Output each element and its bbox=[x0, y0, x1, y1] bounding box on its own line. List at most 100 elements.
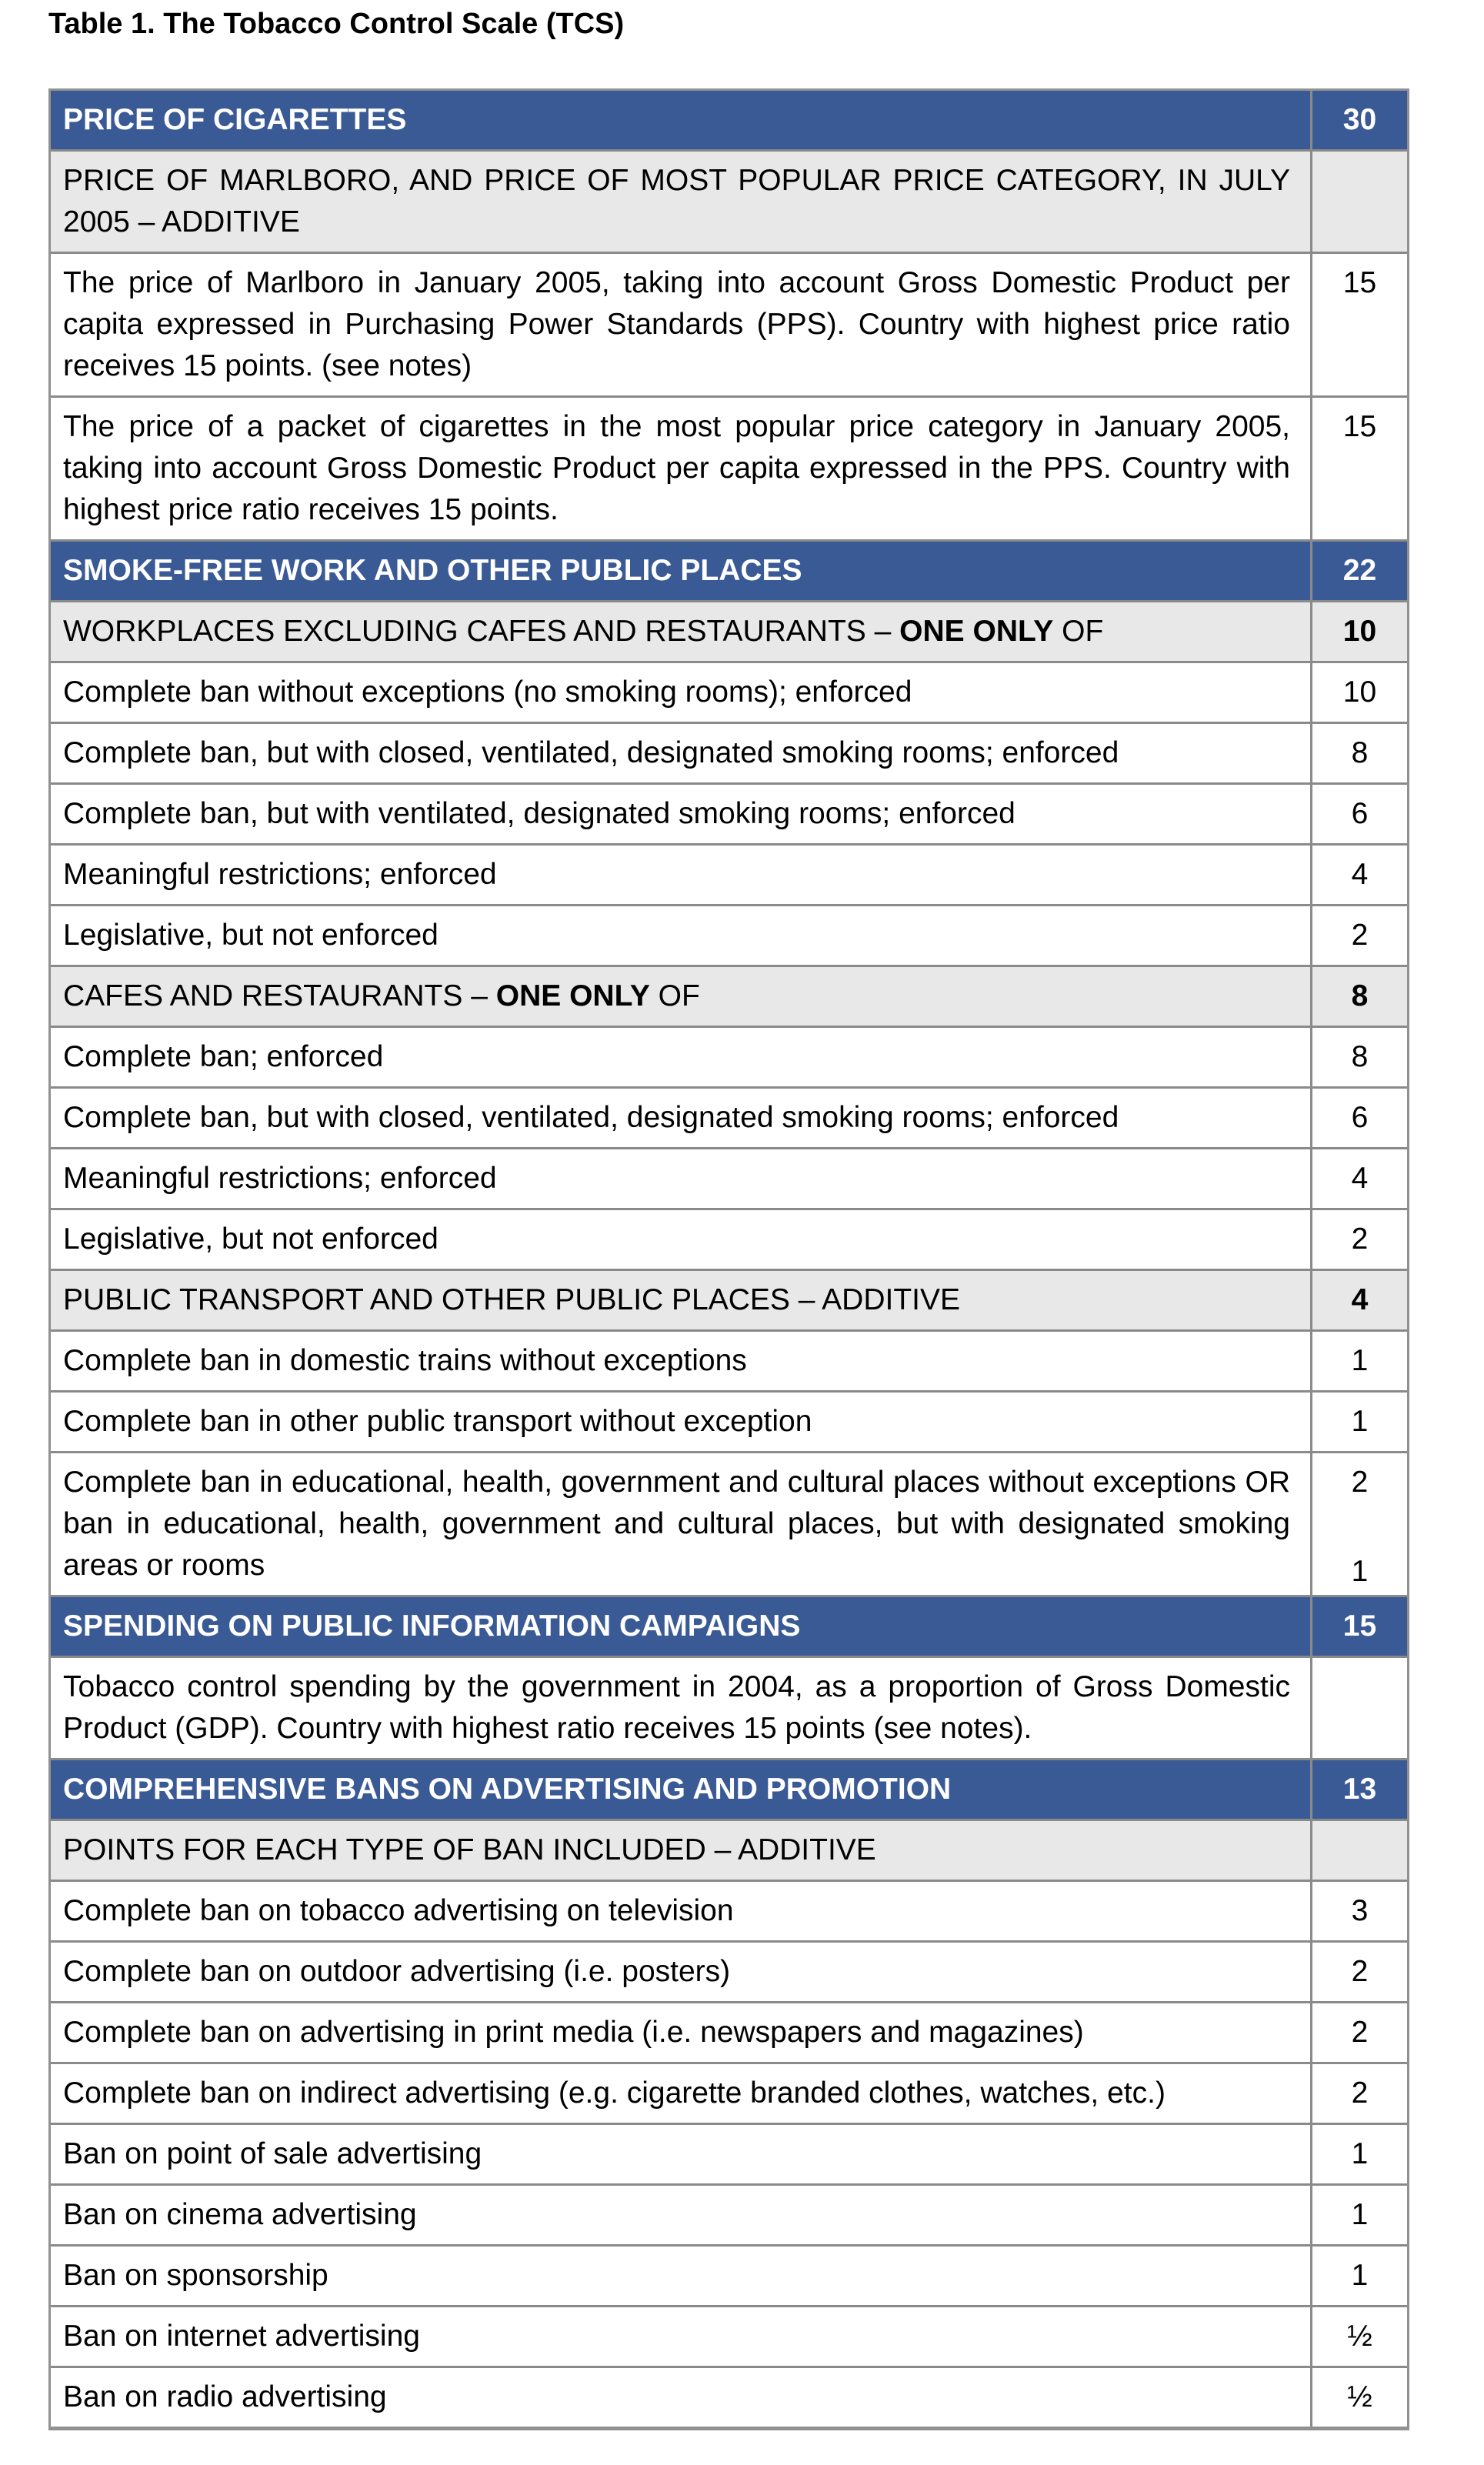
table-row: Complete ban on tobacco advertising on t… bbox=[51, 1880, 1407, 1940]
row-text: Complete ban in educational, health, gov… bbox=[51, 1453, 1310, 1595]
row-points: 30 bbox=[1310, 91, 1407, 149]
points-value: 10 bbox=[1342, 615, 1377, 648]
row-text-segment: Tobacco control spending by the governme… bbox=[63, 1670, 1290, 1745]
row-text-segment: CAFES AND RESTAURANTS – bbox=[63, 979, 496, 1012]
table-row: Tobacco control spending by the governme… bbox=[51, 1656, 1407, 1758]
table-row: WORKPLACES EXCLUDING CAFES AND RESTAURAN… bbox=[51, 600, 1407, 661]
table-row: Ban on point of sale advertising 1 bbox=[51, 2123, 1407, 2183]
row-points: 1 bbox=[1310, 2125, 1407, 2183]
points-value: ½ bbox=[1347, 2320, 1372, 2353]
row-points: 8 bbox=[1310, 724, 1407, 782]
row-text-segment: Complete ban on outdoor advertising (i.e… bbox=[63, 1955, 731, 1988]
row-text: CAFES AND RESTAURANTS – ONE ONLY OF bbox=[51, 967, 1310, 1026]
page-title: Table 1. The Tobacco Control Scale (TCS) bbox=[48, 8, 625, 40]
row-text: Complete ban on indirect advertising (e.… bbox=[51, 2064, 1310, 2123]
row-text-segment: Ban on internet advertising bbox=[63, 2320, 420, 2353]
row-text-segment: COMPREHENSIVE BANS ON ADVERTISING AND PR… bbox=[63, 1773, 952, 1806]
row-text-segment: PUBLIC TRANSPORT AND OTHER PUBLIC PLACES… bbox=[63, 1283, 961, 1316]
points-value: 15 bbox=[1342, 266, 1377, 299]
row-points: 15 bbox=[1310, 1597, 1407, 1656]
tcs-table: PRICE OF CIGARETTES 30 PRICE OF MARLBORO, … bbox=[48, 88, 1409, 2430]
row-points bbox=[1310, 1821, 1407, 1880]
row-text-segment: PRICE OF MARLBORO, AND PRICE OF MOST POP… bbox=[63, 164, 1290, 238]
row-text-segment: ONE ONLY bbox=[495, 979, 650, 1012]
row-text: SPENDING ON PUBLIC INFORMATION CAMPAIGNS bbox=[51, 1597, 1310, 1656]
row-text-segment: Complete ban, but with ventilated, desig… bbox=[63, 797, 1015, 830]
row-text: Ban on point of sale advertising bbox=[51, 2125, 1310, 2183]
table-row: Ban on cinema advertising 1 bbox=[51, 2183, 1407, 2244]
row-points: 2 bbox=[1310, 2003, 1407, 2062]
table-row: Complete ban, but with closed, ventilate… bbox=[51, 722, 1407, 782]
row-text-segment: Complete ban on tobacco advertising on t… bbox=[63, 1894, 734, 1927]
points-value: 1 bbox=[1351, 2198, 1369, 2231]
table-row: Meaningful restrictions; enforced 4 bbox=[51, 1147, 1407, 1208]
row-text: Complete ban, but with closed, ventilate… bbox=[51, 1089, 1310, 1147]
points-value: ½ bbox=[1347, 2380, 1372, 2413]
row-text: The price of Marlboro in January 2005, t… bbox=[51, 254, 1310, 395]
table-row: Complete ban, but with ventilated, desig… bbox=[51, 782, 1407, 843]
row-text: Legislative, but not enforced bbox=[51, 906, 1310, 965]
row-text: Ban on cinema advertising bbox=[51, 2186, 1310, 2244]
row-text: Meaningful restrictions; enforced bbox=[51, 1149, 1310, 1208]
row-points bbox=[1310, 152, 1407, 252]
row-text-segment: ONE ONLY bbox=[899, 615, 1054, 648]
table-row: Complete ban on outdoor advertising (i.e… bbox=[51, 1940, 1407, 2001]
row-text-segment: Ban on sponsorship bbox=[63, 2259, 328, 2292]
table-row: SPENDING ON PUBLIC INFORMATION CAMPAIGNS… bbox=[51, 1595, 1407, 1656]
row-points: 13 bbox=[1310, 1760, 1407, 1819]
points-value: 2 bbox=[1351, 1466, 1369, 1499]
row-points bbox=[1310, 1658, 1407, 1758]
row-text-segment: OF bbox=[649, 979, 700, 1012]
points-value: 13 bbox=[1342, 1773, 1377, 1806]
table-row: Complete ban; enforced 8 bbox=[51, 1026, 1407, 1086]
table-row: Ban on internet advertising ½ bbox=[51, 2305, 1407, 2366]
row-text-segment: SPENDING ON PUBLIC INFORMATION CAMPAIGNS bbox=[63, 1609, 801, 1643]
row-text: Complete ban on tobacco advertising on t… bbox=[51, 1882, 1310, 1940]
row-points: 8 bbox=[1310, 1028, 1407, 1086]
row-text: COMPREHENSIVE BANS ON ADVERTISING AND PR… bbox=[51, 1760, 1310, 1819]
row-points: 1 bbox=[1310, 1393, 1407, 1451]
table-row: Complete ban, but with closed, ventilate… bbox=[51, 1086, 1407, 1147]
table-row: The price of Marlboro in January 2005, t… bbox=[51, 252, 1407, 395]
row-points: 6 bbox=[1310, 785, 1407, 843]
row-text-segment: SMOKE-FREE WORK AND OTHER PUBLIC PLACES bbox=[63, 554, 802, 587]
row-text-segment: Complete ban on indirect advertising (e.… bbox=[63, 2076, 1166, 2110]
points-value: 2 bbox=[1351, 919, 1369, 952]
row-text-segment: OF bbox=[1053, 615, 1104, 648]
table-row: Complete ban on advertising in print med… bbox=[51, 2001, 1407, 2062]
row-points: 15 bbox=[1310, 398, 1407, 539]
points-value: 1 bbox=[1351, 1405, 1369, 1438]
row-text: PUBLIC TRANSPORT AND OTHER PUBLIC PLACES… bbox=[51, 1271, 1310, 1329]
row-points: 2 bbox=[1310, 1210, 1407, 1269]
row-text-segment: Complete ban, but with closed, ventilate… bbox=[63, 736, 1119, 769]
row-text-segment: Meaningful restrictions; enforced bbox=[63, 1162, 497, 1195]
row-points: 1 bbox=[1310, 1332, 1407, 1390]
row-text-segment: Complete ban in educational, health, gov… bbox=[63, 1466, 1290, 1582]
row-text: Complete ban, but with closed, ventilate… bbox=[51, 724, 1310, 782]
row-text: Complete ban; enforced bbox=[51, 1028, 1310, 1086]
row-points: 10 bbox=[1310, 663, 1407, 722]
row-text: Complete ban on advertising in print med… bbox=[51, 2003, 1310, 2062]
points-value: 4 bbox=[1351, 1162, 1369, 1195]
row-text-segment: POINTS FOR EACH TYPE OF BAN INCLUDED – A… bbox=[63, 1833, 876, 1866]
points-value: 3 bbox=[1351, 1894, 1369, 1927]
row-text: Legislative, but not enforced bbox=[51, 1210, 1310, 1269]
row-text-segment: WORKPLACES EXCLUDING CAFES AND RESTAURAN… bbox=[63, 615, 900, 648]
points-value: 8 bbox=[1351, 736, 1369, 769]
row-text-segment: Complete ban, but with closed, ventilate… bbox=[63, 1101, 1119, 1134]
row-points: 1 bbox=[1310, 2247, 1407, 2305]
table-row: PUBLIC TRANSPORT AND OTHER PUBLIC PLACES… bbox=[51, 1269, 1407, 1329]
row-text: Complete ban in domestic trains without … bbox=[51, 1332, 1310, 1390]
row-text: Ban on internet advertising bbox=[51, 2307, 1310, 2366]
row-text-segment: Ban on point of sale advertising bbox=[63, 2137, 482, 2170]
row-text: The price of a packet of cigarettes in t… bbox=[51, 398, 1310, 539]
points-value: 22 bbox=[1342, 554, 1377, 587]
points-value: 15 bbox=[1342, 410, 1377, 443]
table-row: Complete ban in other public transport w… bbox=[51, 1390, 1407, 1451]
points-value: 8 bbox=[1351, 979, 1369, 1012]
table-row: Ban on radio advertising ½ bbox=[51, 2366, 1407, 2427]
points-value: 6 bbox=[1351, 1101, 1369, 1134]
row-text-segment: Ban on cinema advertising bbox=[63, 2198, 417, 2231]
row-text: Complete ban without exceptions (no smok… bbox=[51, 663, 1310, 722]
